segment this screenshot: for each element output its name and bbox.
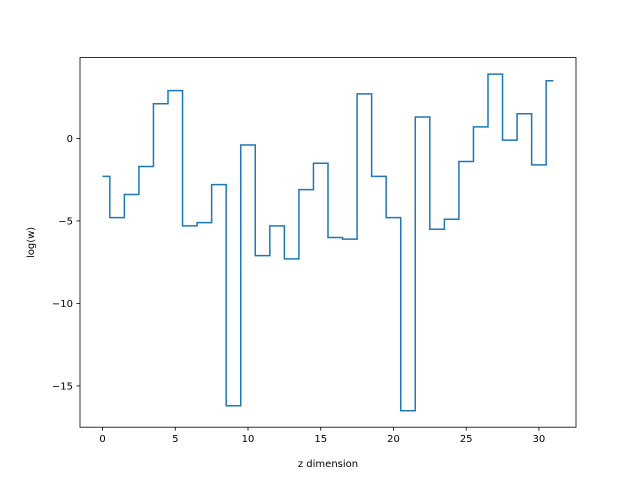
x-tick-label: 30 [533,434,546,445]
y-tick-label: −10 [52,299,73,310]
ticks-layer: 0 5 10 15 20 25 30 −15 −10 −5 0 [52,134,545,445]
plot-area [80,57,576,428]
series-line-step [102,73,554,412]
x-tick-label: 5 [172,434,178,445]
x-axis-label: z dimension [298,459,358,470]
x-tick-label: 10 [242,434,255,445]
x-tick-label: 20 [387,434,400,445]
x-tick-label: 25 [460,434,473,445]
y-tick-label: −15 [52,381,73,392]
x-tick-label: 0 [99,434,105,445]
plot-frame [79,57,577,428]
y-tick-label: −5 [58,216,73,227]
y-tick-label: 0 [67,134,73,145]
x-tick-label: 15 [314,434,327,445]
y-axis-label: log(w) [26,227,37,258]
